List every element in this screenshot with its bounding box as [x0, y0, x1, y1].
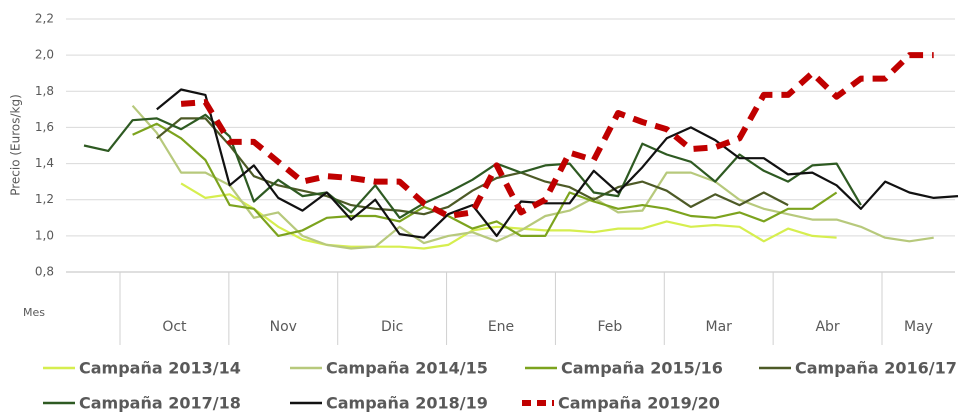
series-line — [131, 104, 934, 250]
legend-label: Campaña 2014/15 — [326, 359, 488, 378]
y-tick-label: 1,6 — [35, 120, 54, 134]
x-tick-label: Feb — [597, 319, 622, 335]
x-tick-label: Nov — [270, 319, 297, 335]
y-tick-label: 1,4 — [35, 156, 54, 170]
series-line — [156, 88, 959, 239]
y-tick-label: 2,2 — [35, 12, 54, 26]
y-tick-label: 2,0 — [35, 48, 54, 62]
legend-label: Campaña 2016/17 — [795, 359, 957, 378]
y-tick-label: 1,0 — [35, 228, 54, 242]
x-axis-label: Mes — [23, 306, 45, 319]
y-axis-label: Precio (Euros/kg) — [9, 94, 23, 196]
legend-label: Campaña 2013/14 — [79, 359, 241, 378]
x-tick-label: Dic — [381, 319, 403, 335]
x-tick-label: Oct — [162, 319, 187, 335]
y-tick-label: 1,2 — [35, 192, 54, 206]
y-tick-label: 1,8 — [35, 84, 54, 98]
legend-label: Campaña 2015/16 — [561, 359, 723, 378]
x-tick-label: Mar — [706, 319, 733, 335]
legend-label: Campaña 2017/18 — [79, 394, 241, 412]
legend-label: Campaña 2018/19 — [326, 394, 488, 412]
legend-label: Campaña 2019/20 — [558, 394, 720, 412]
x-tick-label: May — [904, 319, 933, 335]
series-line — [156, 117, 789, 216]
x-tick-label: Abr — [815, 319, 839, 335]
y-tick-label: 0,8 — [35, 265, 54, 279]
x-tick-label: Ene — [488, 319, 514, 335]
series-line — [132, 122, 838, 237]
series-line — [180, 52, 934, 219]
